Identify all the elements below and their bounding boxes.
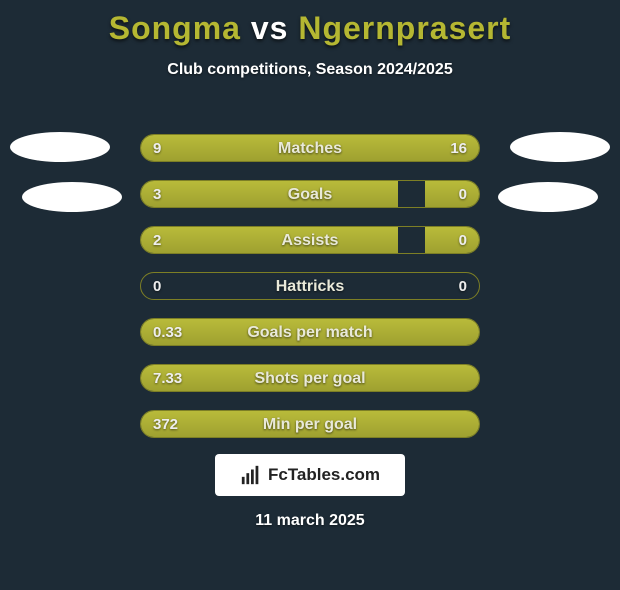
club-logo-placeholder — [498, 182, 598, 212]
stat-row: 372Min per goal — [140, 410, 480, 438]
stats-container: 916Matches 30Goals 20Assists 00Hattricks 0.3… — [140, 134, 480, 456]
stat-row: 30Goals — [140, 180, 480, 208]
stat-row: 00Hattricks — [140, 272, 480, 300]
stat-label: Hattricks — [141, 273, 479, 300]
logo-text: FcTables.com — [268, 465, 380, 485]
stat-label: Shots per goal — [141, 365, 479, 392]
bar-chart-icon — [240, 464, 262, 486]
page-title: Songma vs Ngernprasert — [0, 10, 620, 47]
stat-label: Goals — [141, 181, 479, 208]
player2-name: Ngernprasert — [298, 10, 511, 46]
stat-label: Goals per match — [141, 319, 479, 346]
vs-text: vs — [251, 10, 289, 46]
footer-date: 11 march 2025 — [0, 512, 620, 530]
stat-label: Assists — [141, 227, 479, 254]
stat-row: 916Matches — [140, 134, 480, 162]
club-logo-placeholder — [22, 182, 122, 212]
fctables-logo: FcTables.com — [215, 454, 405, 496]
club-logo-placeholder — [510, 132, 610, 162]
stat-row: 0.33Goals per match — [140, 318, 480, 346]
stat-row: 20Assists — [140, 226, 480, 254]
player1-name: Songma — [109, 10, 241, 46]
club-logo-placeholder — [10, 132, 110, 162]
stat-row: 7.33Shots per goal — [140, 364, 480, 392]
stat-label: Matches — [141, 135, 479, 162]
stat-label: Min per goal — [141, 411, 479, 438]
subtitle: Club competitions, Season 2024/2025 — [0, 61, 620, 79]
